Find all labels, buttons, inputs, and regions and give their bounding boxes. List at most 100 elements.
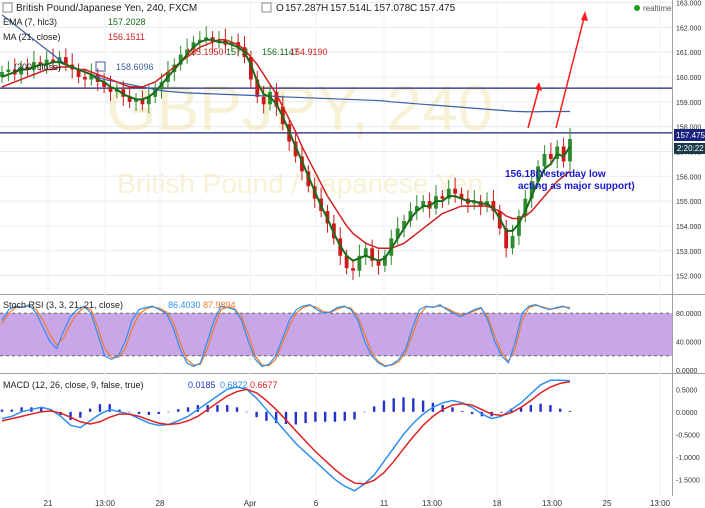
macd-histogram-bar [441, 405, 444, 412]
ma200-settings-icon[interactable] [95, 61, 106, 72]
candle-body [395, 228, 400, 239]
watermark-name: British Pound / Japanese Yen [117, 168, 483, 199]
macd-histogram-bar [529, 405, 533, 412]
candle-body [408, 211, 413, 221]
macd-histogram-bar [519, 407, 523, 412]
macd-histogram-bar [39, 407, 43, 412]
price-tick-label: 153.000 [676, 249, 701, 256]
ohlc-high-value: 157.514 [330, 3, 367, 14]
last-price-tag [674, 129, 705, 141]
stoch-k-line [1, 303, 571, 368]
candle-body [510, 235, 515, 249]
ma-legend-value: 155.1950 [186, 47, 224, 57]
candle-body [363, 248, 368, 256]
candle-body [204, 37, 209, 40]
time-tick-label: 13:00 [542, 499, 563, 508]
last-price-text: 157.475 [676, 131, 705, 140]
price-plot[interactable] [0, 14, 672, 280]
candle-body [453, 188, 458, 194]
macd-histogram-bar [128, 411, 131, 413]
macd-histogram-bar [118, 409, 121, 412]
stoch-plot[interactable] [1, 303, 571, 368]
ma200-legend-label: (200, close) [14, 62, 61, 72]
candle-body [134, 99, 138, 102]
ohlc-low-value: 157.078 [374, 3, 411, 14]
ohlc-high-label: H [321, 3, 328, 14]
candle-body [217, 39, 221, 43]
grid [0, 0, 672, 496]
stoch-k-value: 86.4030 [168, 300, 201, 310]
time-tick-label: 11 [380, 499, 389, 508]
macd-hist-value: 0.0185 [188, 380, 216, 390]
macd-histogram-bar [402, 397, 405, 412]
ohlc-open-label: O [276, 3, 284, 14]
macd-histogram-bar [206, 405, 209, 412]
price-tick-label: 160.000 [676, 75, 701, 82]
candle-body [102, 81, 107, 87]
candle-body [248, 57, 253, 80]
stoch-tick-label: 0.0000 [676, 368, 698, 375]
candle-body [255, 79, 260, 97]
arrow-head-icon [581, 11, 588, 21]
ma21-legend-value: 156.1511 [108, 32, 145, 42]
macd-line-value: 0.6872 [220, 380, 248, 390]
macd-panel [0, 375, 672, 496]
macd-histogram-bar [167, 411, 170, 413]
time-tick-label: 28 [156, 499, 165, 508]
macd-histogram-bar [20, 407, 23, 412]
price-tick-label: 156.000 [676, 174, 701, 181]
ma-legend-value: 157.4 [226, 47, 249, 57]
time-tick-label: 21 [44, 499, 53, 508]
stoch-tick-label: 40.0000 [676, 340, 701, 347]
macd-histogram-bar [461, 410, 464, 412]
stoch-d-line [1, 304, 571, 367]
macd-histogram-bar [363, 411, 366, 413]
annotation-line-2: acting as major support) [518, 181, 635, 192]
price-tick-label: 152.000 [676, 274, 701, 281]
price-tick-label: 162.000 [676, 25, 701, 32]
macd-histogram-bar [69, 411, 72, 420]
macd-histogram-bar [186, 407, 190, 412]
candle-body [548, 153, 553, 159]
candle-body [274, 91, 279, 107]
annotation-line-1: 156.18(Yesterday low [505, 169, 606, 180]
macd-histogram-bar [539, 403, 542, 412]
macd-histogram-bar [500, 411, 503, 413]
macd-histogram-bar [275, 411, 278, 424]
macd-histogram-bar [304, 411, 307, 424]
bar-timer-tag [674, 143, 705, 154]
candle-body [414, 206, 419, 212]
candle-body [185, 49, 189, 55]
macd-histogram-bar [333, 411, 337, 422]
candle-body [178, 54, 183, 65]
stoch-d-value: 87.9894 [203, 300, 236, 310]
collapse-icon[interactable] [2, 2, 13, 13]
bar-timer-text: 2:20:22 [677, 144, 704, 153]
candle-body [517, 216, 521, 236]
candle-body [344, 255, 349, 269]
settings-box-icon[interactable] [261, 2, 272, 13]
macd-histogram-bar [323, 411, 327, 422]
candle-body [446, 188, 451, 199]
macd-plot[interactable] [0, 379, 572, 492]
time-tick-label: 13:00 [95, 499, 116, 508]
macd-signal-line [1, 380, 571, 485]
macd-histogram-bar [568, 410, 572, 412]
axis-labels: 163.000 162.000 161.000 160.000 159.000 158.0… [44, 0, 702, 508]
ma200-line [1, 14, 570, 113]
macd-histogram-bar [216, 405, 219, 412]
macd-histogram-bar [265, 411, 268, 421]
macd-histogram-bar [108, 404, 111, 412]
candle-body [370, 248, 375, 261]
macd-histogram-bar [284, 411, 288, 424]
ohlc-open-value: 157.287 [285, 3, 322, 14]
ema-line [1, 38, 571, 262]
candle-body [357, 255, 362, 271]
time-tick-label: 6 [314, 499, 319, 508]
candle-body [261, 96, 266, 105]
candle-body [25, 67, 30, 70]
arrow-line [555, 17, 585, 129]
time-tick-label: 25 [603, 499, 612, 508]
candle-body [440, 196, 445, 199]
